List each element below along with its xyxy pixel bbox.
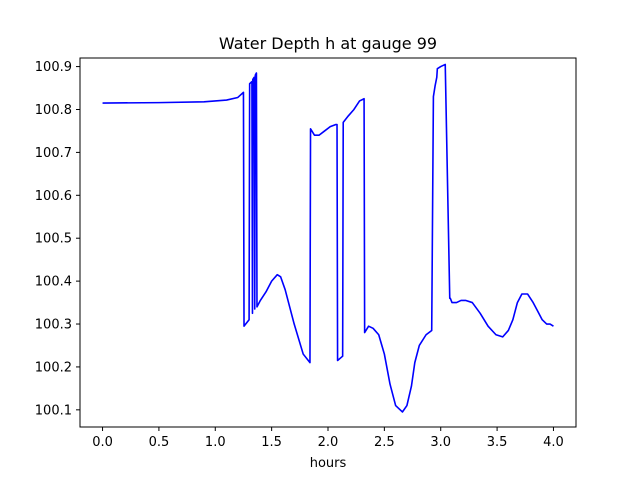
x-axis: 0.0 0.5 1.0 1.5 2.0 2.5 3.0 3.5 4.0 xyxy=(92,427,564,450)
y-tick-label: 100.4 xyxy=(35,275,72,290)
x-tick-label: 4.0 xyxy=(543,435,564,450)
x-tick-label: 1.0 xyxy=(205,435,226,450)
x-tick-label: 0.5 xyxy=(149,435,170,450)
y-tick-label: 100.8 xyxy=(35,103,72,118)
y-tick-label: 100.5 xyxy=(35,232,72,247)
y-tick-label: 100.1 xyxy=(35,403,72,418)
x-tick-label: 3.5 xyxy=(487,435,508,450)
x-tick-label: 1.5 xyxy=(261,435,282,450)
y-tick-label: 100.2 xyxy=(35,360,72,375)
x-tick-label: 0.0 xyxy=(92,435,113,450)
series-line-0 xyxy=(102,63,554,413)
x-tick-label: 2.0 xyxy=(318,435,339,450)
y-tick-label: 100.6 xyxy=(35,189,72,204)
y-axis: 100.1 100.2 100.3 100.4 100.5 100.6 100.7 100.8… xyxy=(35,60,80,418)
x-axis-label: hours xyxy=(310,456,347,471)
chart-title: Water Depth h at gauge 99 xyxy=(219,34,437,53)
y-tick-label: 100.3 xyxy=(35,318,72,333)
x-tick-label: 3.0 xyxy=(430,435,451,450)
y-tick-label: 100.7 xyxy=(35,146,72,161)
x-tick-label: 2.5 xyxy=(374,435,395,450)
y-tick-label: 100.9 xyxy=(35,60,72,75)
